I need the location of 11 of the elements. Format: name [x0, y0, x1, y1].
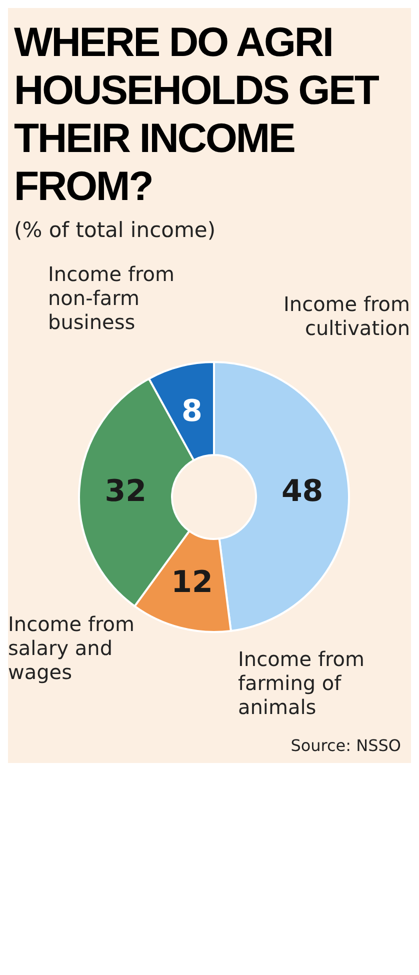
source-note: Source: NSSO: [290, 735, 402, 755]
slice-label: Income from cultivation: [282, 292, 410, 340]
data-label: 48: [281, 474, 324, 509]
chart-title: WHERE DO AGRI HOUSEHOLDS GET THEIR INCOME FROM?: [13, 18, 380, 210]
data-label: 12: [171, 565, 213, 600]
data-label: 32: [104, 474, 147, 509]
chart-subtitle: (% of total income): [13, 217, 217, 242]
slice-label: Income from non-farm business: [48, 262, 176, 334]
data-label: 8: [182, 394, 202, 429]
slice-label: Income from salary and wages: [8, 612, 136, 684]
slice-label: Income from farming of animals: [238, 647, 366, 719]
